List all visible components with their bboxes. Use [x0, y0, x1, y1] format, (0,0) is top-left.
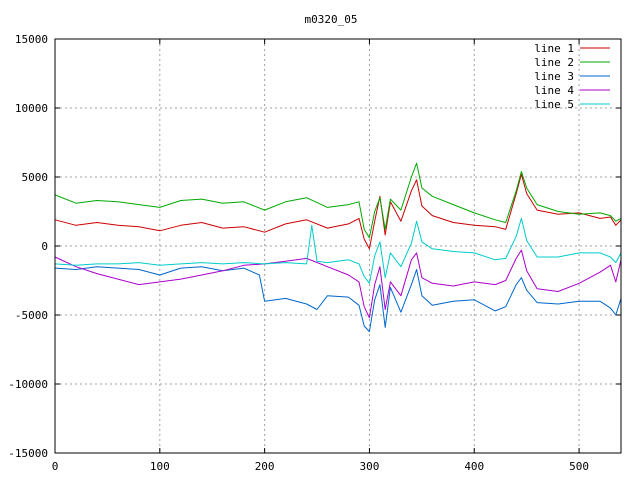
x-tick-label: 0	[52, 460, 59, 473]
y-tick-label: 0	[41, 240, 48, 253]
x-tick-label: 500	[569, 460, 589, 473]
legend-label: line 4	[534, 84, 574, 97]
x-tick-label: 100	[150, 460, 170, 473]
legend-label: line 1	[534, 42, 574, 55]
series-line-5	[54, 217, 622, 284]
x-tick-label: 200	[255, 460, 275, 473]
series-layer	[54, 162, 622, 333]
x-tick-label: 400	[464, 460, 484, 473]
y-tick-label: -15000	[8, 447, 48, 460]
y-tick-label: 15000	[15, 33, 48, 46]
series-line-2	[54, 162, 622, 239]
y-tick-label: -10000	[8, 378, 48, 391]
chart-title: m0320_05	[305, 13, 358, 26]
y-tick-label: 5000	[22, 171, 49, 184]
x-tick-label: 300	[360, 460, 380, 473]
series-line-3	[54, 266, 622, 333]
series-line-1	[54, 173, 622, 250]
legend-label: line 3	[534, 70, 574, 83]
y-tick-label: 10000	[15, 102, 48, 115]
axis-ticks: -15000 -10000 -5000 0 5000 10000 15000 0 100 200 3…	[8, 33, 621, 473]
legend-label: line 5	[534, 98, 574, 111]
y-tick-label: -5000	[15, 309, 48, 322]
series-line-4	[54, 249, 622, 319]
legend-label: line 2	[534, 56, 574, 69]
